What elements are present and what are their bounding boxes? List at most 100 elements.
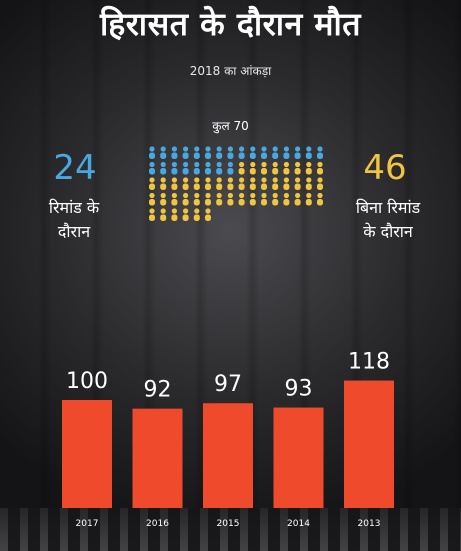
person-icon <box>272 161 279 175</box>
person-icon <box>160 161 167 175</box>
person-icon <box>272 192 279 206</box>
bar-2015 <box>203 403 253 508</box>
person-icon <box>227 192 234 206</box>
person-icon <box>160 192 167 206</box>
person-icon <box>149 146 155 159</box>
person-icon <box>160 146 167 159</box>
person-icon <box>305 192 312 206</box>
year-label-2016: 2016 <box>146 519 169 529</box>
person-icon <box>249 146 256 159</box>
person-icon <box>216 192 223 206</box>
person-icon <box>227 177 234 190</box>
remand-label-line2: दौरान <box>57 222 91 241</box>
person-icon <box>283 177 290 190</box>
person-icon <box>317 192 323 206</box>
person-icon <box>171 208 178 221</box>
year-label-2014: 2014 <box>287 519 310 529</box>
person-icon <box>294 146 301 159</box>
person-icon <box>227 161 234 175</box>
person-icon <box>305 161 312 175</box>
person-icon <box>317 177 323 190</box>
person-icon <box>283 161 290 175</box>
person-icon <box>294 177 301 190</box>
subtitle: 2018 का आंकड़ा <box>189 64 272 78</box>
person-icon <box>160 177 167 190</box>
no-remand-label: बिना रिमांड के दौरान <box>338 196 438 244</box>
person-icon <box>193 161 200 175</box>
person-icon <box>171 146 178 159</box>
person-icon <box>205 146 211 159</box>
person-icon <box>193 208 200 221</box>
person-icon <box>249 161 256 175</box>
bar-2013 <box>344 380 394 508</box>
value-label-2013: 118 <box>348 350 390 375</box>
no-remand-count: 46 <box>363 148 407 188</box>
person-icon <box>193 192 200 206</box>
value-label-2017: 100 <box>66 369 108 394</box>
bar-2016 <box>132 408 183 508</box>
person-icon <box>149 161 155 175</box>
person-icon <box>317 161 323 175</box>
floor-shade <box>0 508 461 551</box>
person-icon <box>205 161 211 175</box>
bar-2017 <box>62 400 112 508</box>
person-icon <box>272 177 279 190</box>
year-label-2015: 2015 <box>217 519 240 529</box>
person-icon <box>283 192 290 206</box>
remand-label: रिमांड के दौरान <box>34 196 114 244</box>
value-label-2016: 92 <box>144 378 172 403</box>
page-title: हिरासत के दौरान मौत <box>99 5 362 43</box>
person-icon <box>216 161 223 175</box>
person-icon <box>272 146 279 159</box>
person-icon <box>238 177 245 190</box>
person-icon <box>149 208 155 221</box>
person-icon <box>238 192 245 206</box>
person-icon <box>193 177 200 190</box>
person-icon <box>205 192 211 206</box>
person-icon <box>294 161 301 175</box>
person-icon <box>216 177 223 190</box>
year-label-2017: 2017 <box>76 519 99 529</box>
person-icon <box>171 192 178 206</box>
person-icon <box>317 146 323 159</box>
person-icon <box>182 161 189 175</box>
person-icon <box>294 192 301 206</box>
person-icon <box>149 177 155 190</box>
bar-2014 <box>273 407 324 508</box>
person-icon <box>227 146 234 159</box>
person-icon <box>182 146 189 159</box>
person-icon <box>205 177 211 190</box>
person-icon <box>182 192 189 206</box>
person-icon <box>205 208 211 221</box>
person-icon <box>305 146 312 159</box>
person-icon <box>193 146 200 159</box>
remand-count: 24 <box>53 148 97 188</box>
person-icon <box>171 177 178 190</box>
person-icon <box>238 161 245 175</box>
person-icon <box>261 192 267 206</box>
person-icon <box>261 146 267 159</box>
person-icon <box>149 192 155 206</box>
person-icon <box>216 146 223 159</box>
person-icon <box>261 161 267 175</box>
person-icon <box>283 146 290 159</box>
total-label: कुल 70 <box>212 119 249 133</box>
person-icon <box>182 177 189 190</box>
person-icon <box>160 208 167 221</box>
remand-label-line1: रिमांड के <box>48 198 100 217</box>
person-icon <box>171 161 178 175</box>
year-label-2013: 2013 <box>358 519 381 529</box>
person-icon <box>249 192 256 206</box>
person-icon <box>261 177 267 190</box>
no-remand-label-line1: बिना रिमांड <box>355 198 421 217</box>
value-label-2015: 97 <box>214 372 242 397</box>
person-icon <box>238 146 245 159</box>
person-icon <box>305 177 312 190</box>
no-remand-label-line2: के दौरान <box>363 222 413 241</box>
person-icon <box>182 208 189 221</box>
person-icon <box>249 177 256 190</box>
value-label-2014: 93 <box>285 377 313 402</box>
